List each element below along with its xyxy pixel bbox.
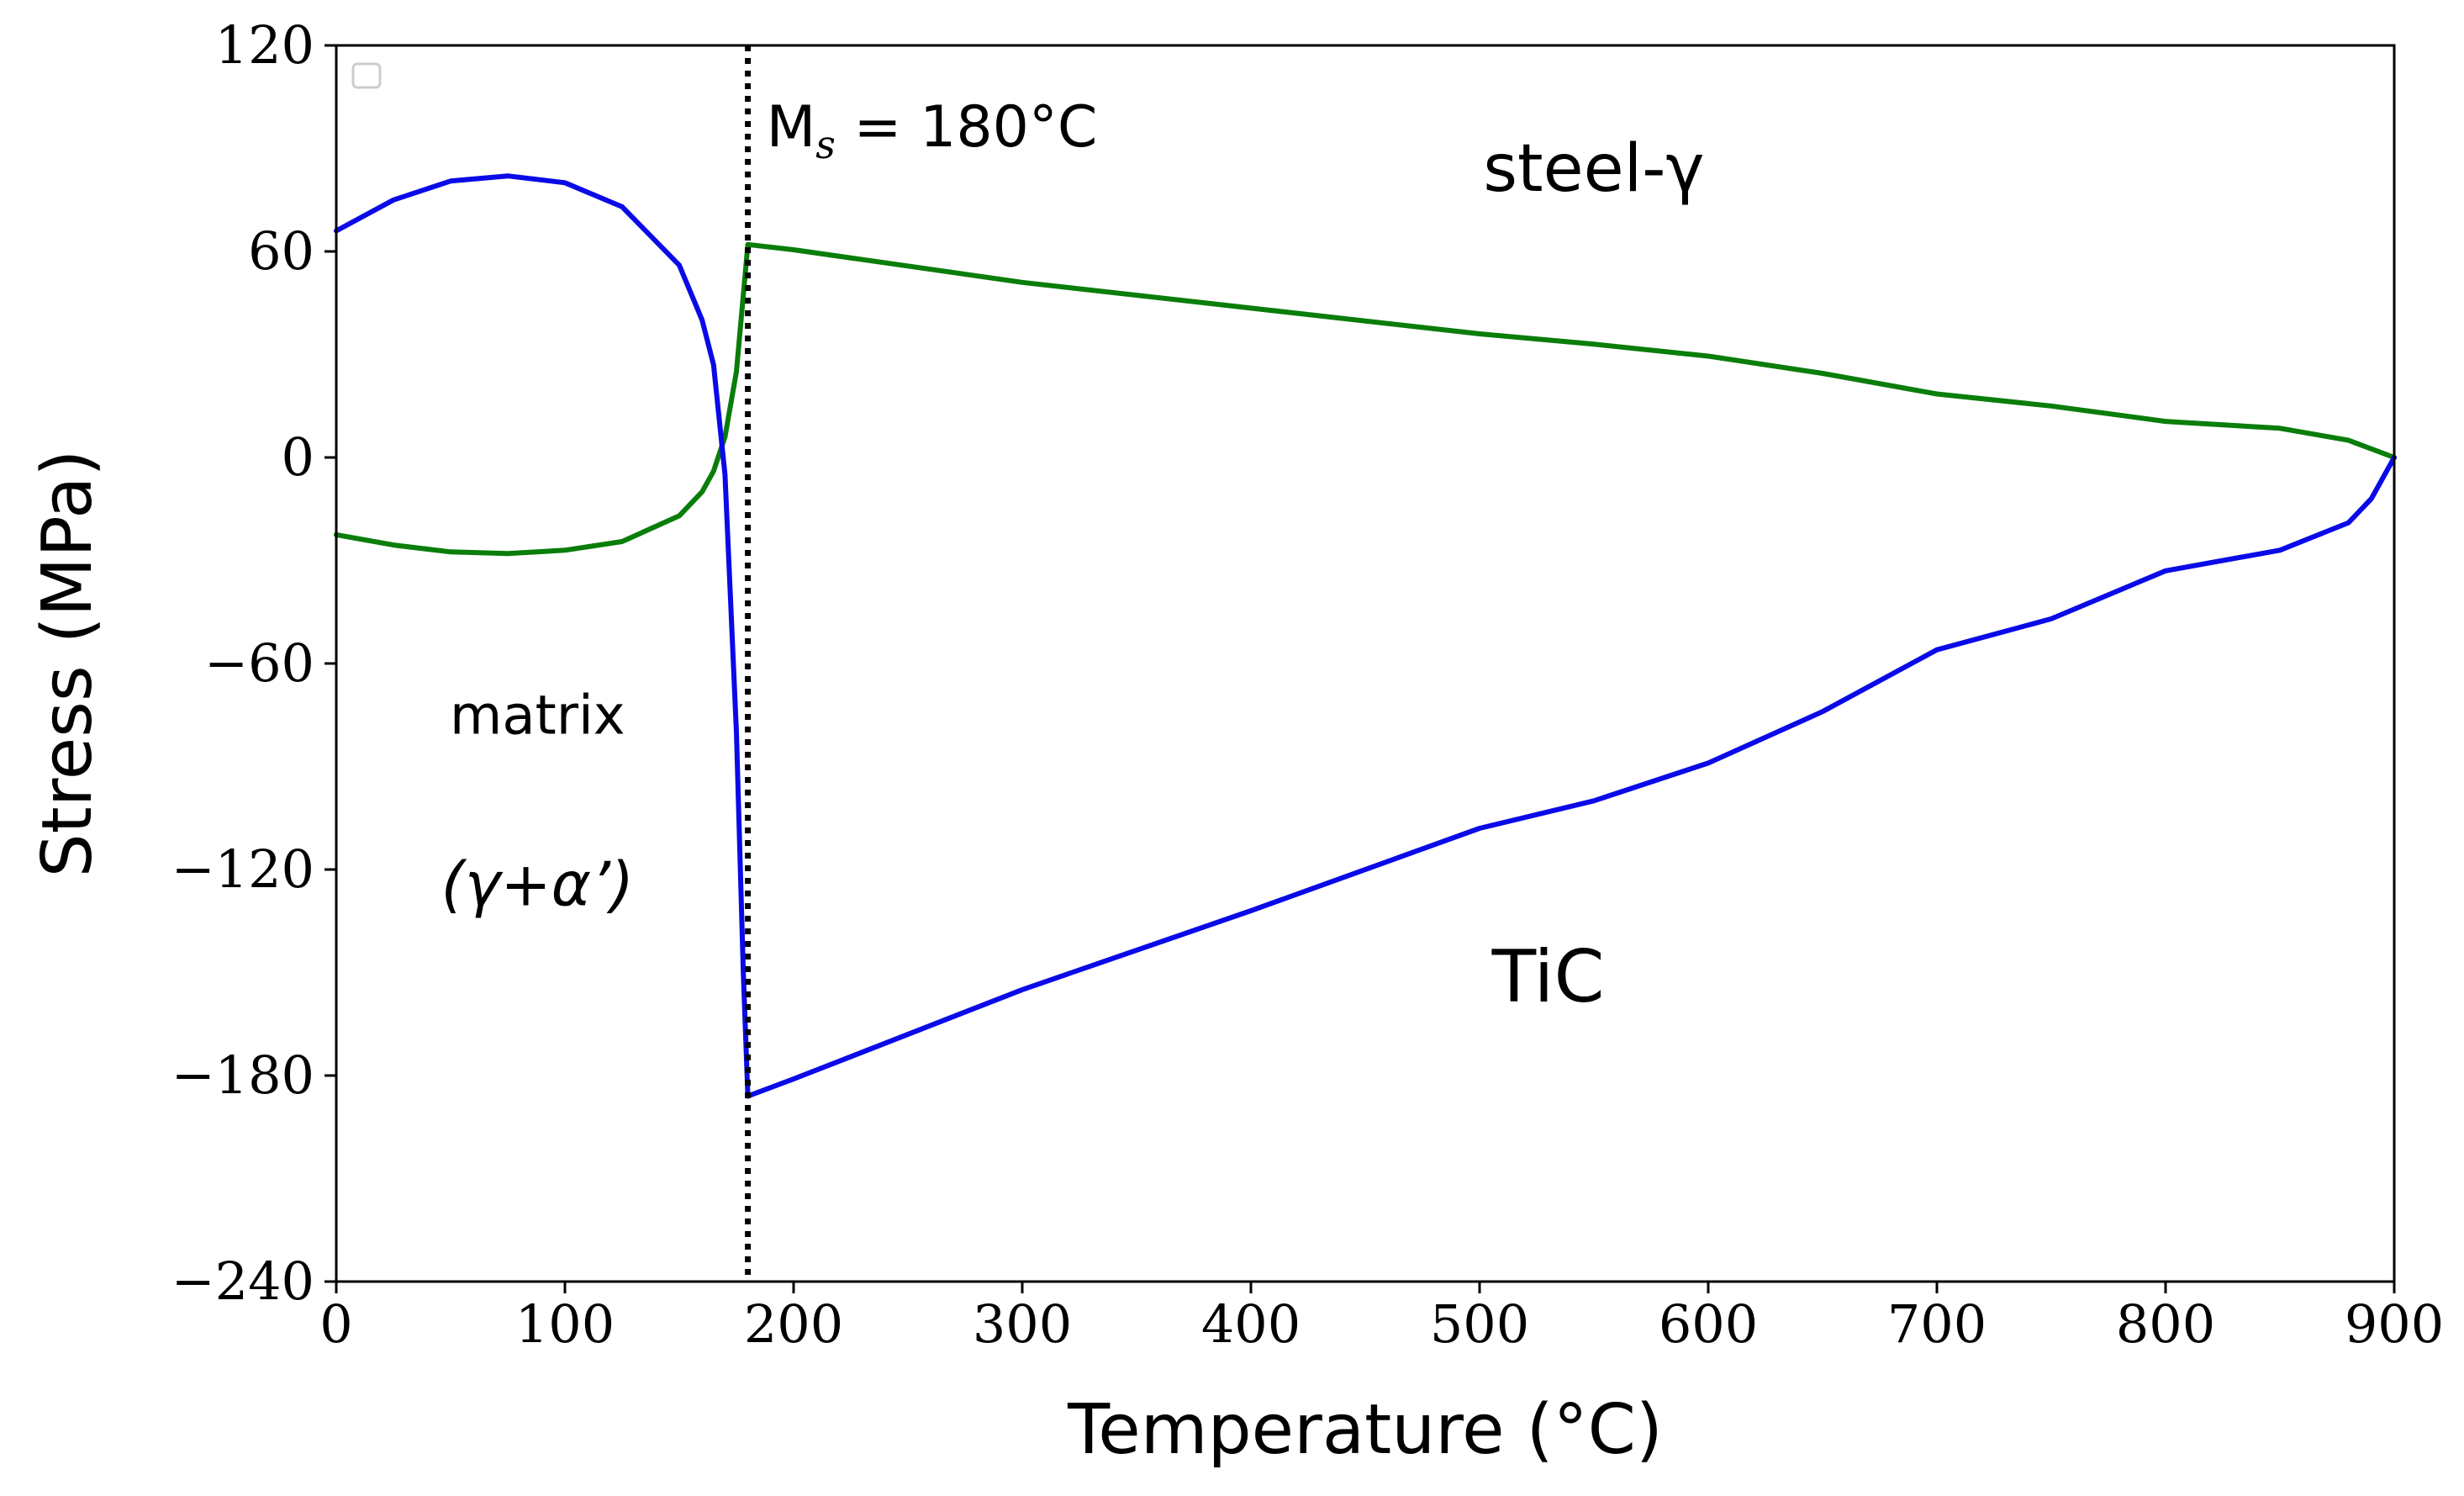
x-tick-label: 300 [973, 1293, 1072, 1355]
legend-box [351, 62, 382, 89]
ticks-layer: 0 100 200 300 400 500 600 700 800 900−240−180−120… [171, 14, 2444, 1355]
y-tick-label: 120 [215, 14, 314, 76]
y-tick-label: −120 [171, 838, 314, 900]
y-tick-label: −60 [204, 632, 314, 694]
x-tick-label: 600 [1659, 1293, 1758, 1355]
x-tick-label: 800 [2116, 1293, 2215, 1355]
x-tick-label: 200 [744, 1293, 843, 1355]
y-tick-label: −180 [171, 1044, 314, 1106]
x-tick-label: 700 [1887, 1293, 1987, 1355]
ms-label-main: M [767, 94, 816, 161]
ms-label-rest: = 180°C [836, 94, 1097, 161]
y-tick-label: 60 [248, 220, 314, 282]
annotation-tic: TiC [1491, 935, 1605, 1019]
annotation-phase-mix: (γ+α’) [441, 848, 634, 919]
x-axis-title: Temperature (°C) [1067, 1390, 1663, 1470]
y-tick-label: −240 [171, 1250, 314, 1312]
x-tick-label: 900 [2345, 1293, 2444, 1355]
annotation-steel-gamma: steel-γ [1483, 131, 1704, 207]
x-tick-label: 0 [319, 1293, 352, 1355]
y-tick-label: 0 [282, 426, 314, 488]
series-line-steel-gamma [334, 241, 2397, 557]
x-tick-label: 400 [1201, 1293, 1301, 1355]
series-layer [334, 173, 2397, 1099]
plot-background [336, 45, 2394, 1282]
y-axis-title: Stress (MPa) [28, 450, 108, 878]
series-line-tic [334, 173, 2397, 1099]
ms-label-sub: s [815, 122, 836, 167]
x-tick-label: 100 [515, 1293, 615, 1355]
annotation-matrix: matrix [450, 685, 625, 747]
ms-label: Ms = 180°C [767, 94, 1098, 167]
x-tick-label: 500 [1430, 1293, 1529, 1355]
